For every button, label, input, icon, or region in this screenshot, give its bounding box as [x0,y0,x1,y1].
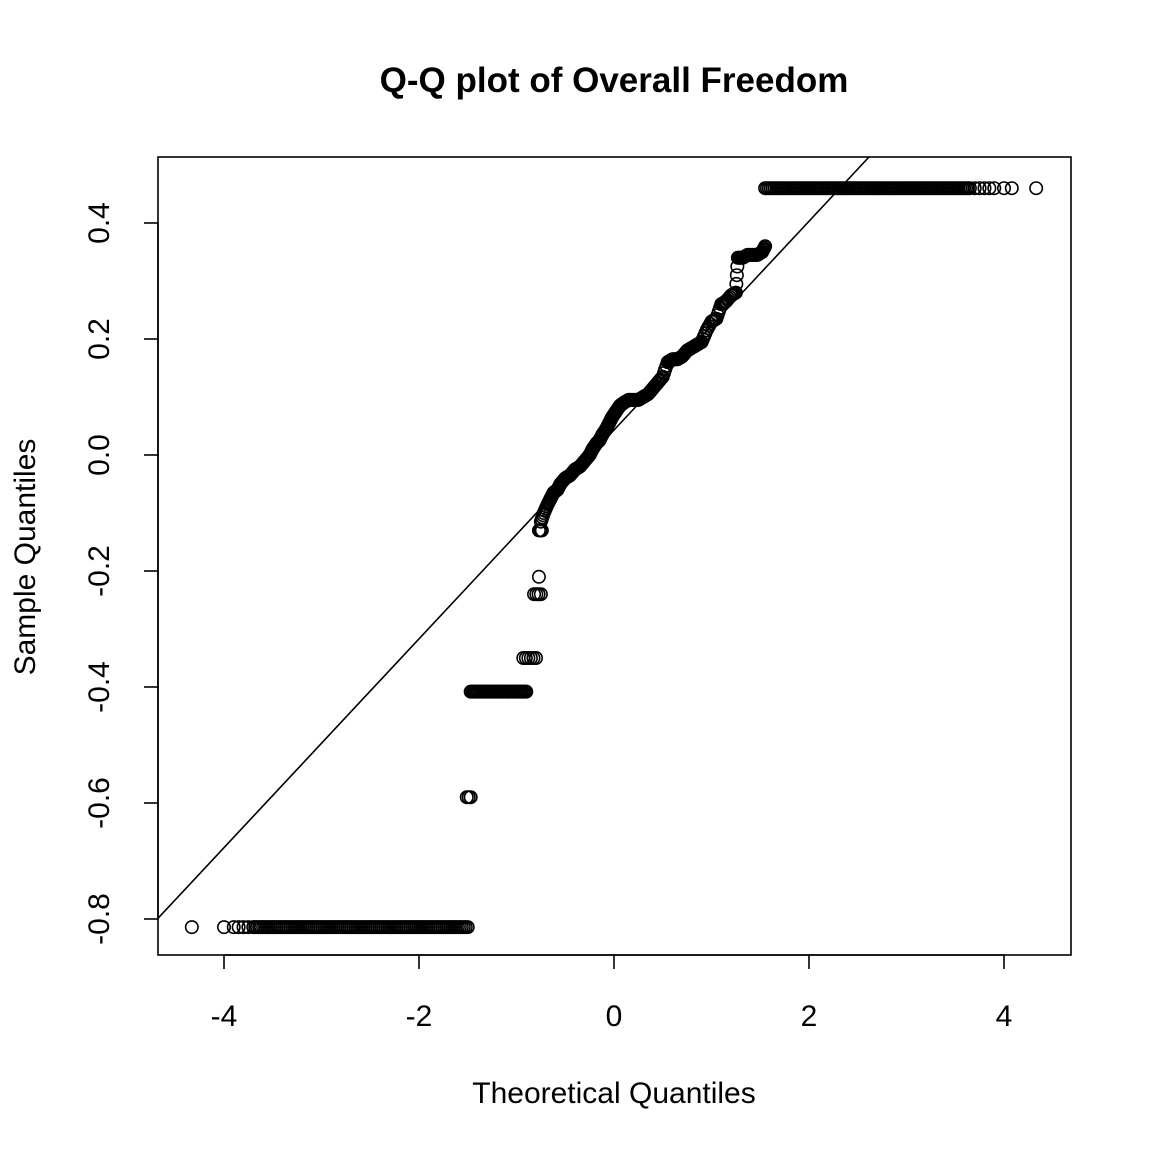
y-tick-label: 0.2 [83,318,116,360]
data-point [982,181,997,196]
data-point [528,650,543,665]
y-axis-label: Sample Quantiles [9,439,42,676]
y-tick-label: -0.2 [83,545,116,597]
data-point [987,181,1002,196]
data-point [1029,181,1044,196]
x-tick-label: -2 [406,1000,433,1033]
x-axis-label: Theoretical Quantiles [472,1077,755,1110]
x-tick-label: 2 [801,1000,818,1033]
data-point [217,920,232,935]
data-point [226,920,241,935]
y-tick-label: -0.8 [83,893,116,945]
y-tick-label: 0.4 [83,202,116,244]
plot-area [157,156,1072,956]
data-point [962,181,977,196]
data-point [972,181,987,196]
data-point [460,920,475,935]
x-axis: -4 -2 0 2 4 [211,954,1013,1033]
data-point [1004,181,1019,196]
data-point [729,268,744,283]
y-axis: -0.8 -0.6 -0.4 -0.2 0.0 0.2 0.4 [83,202,159,945]
data-point [184,920,199,935]
data-point [652,374,667,389]
data-point [967,181,982,196]
data-points [184,181,1044,935]
data-point [996,181,1011,196]
data-point [729,276,744,291]
data-point [533,587,548,602]
chart-title: Q-Q plot of Overall Freedom [380,61,849,100]
data-point [531,569,546,584]
x-tick-label: 0 [606,1000,623,1033]
data-point [519,684,534,699]
plot-frame [157,156,1072,956]
data-point [758,239,773,254]
x-tick-label: -4 [211,1000,238,1033]
data-point [231,920,246,935]
data-point [463,790,478,805]
x-tick-label: 4 [996,1000,1013,1033]
y-tick-label: -0.6 [83,777,116,829]
y-tick-label: 0.0 [83,434,116,476]
reference-line [157,156,870,919]
data-point [977,181,992,196]
y-tick-label: -0.4 [83,661,116,713]
